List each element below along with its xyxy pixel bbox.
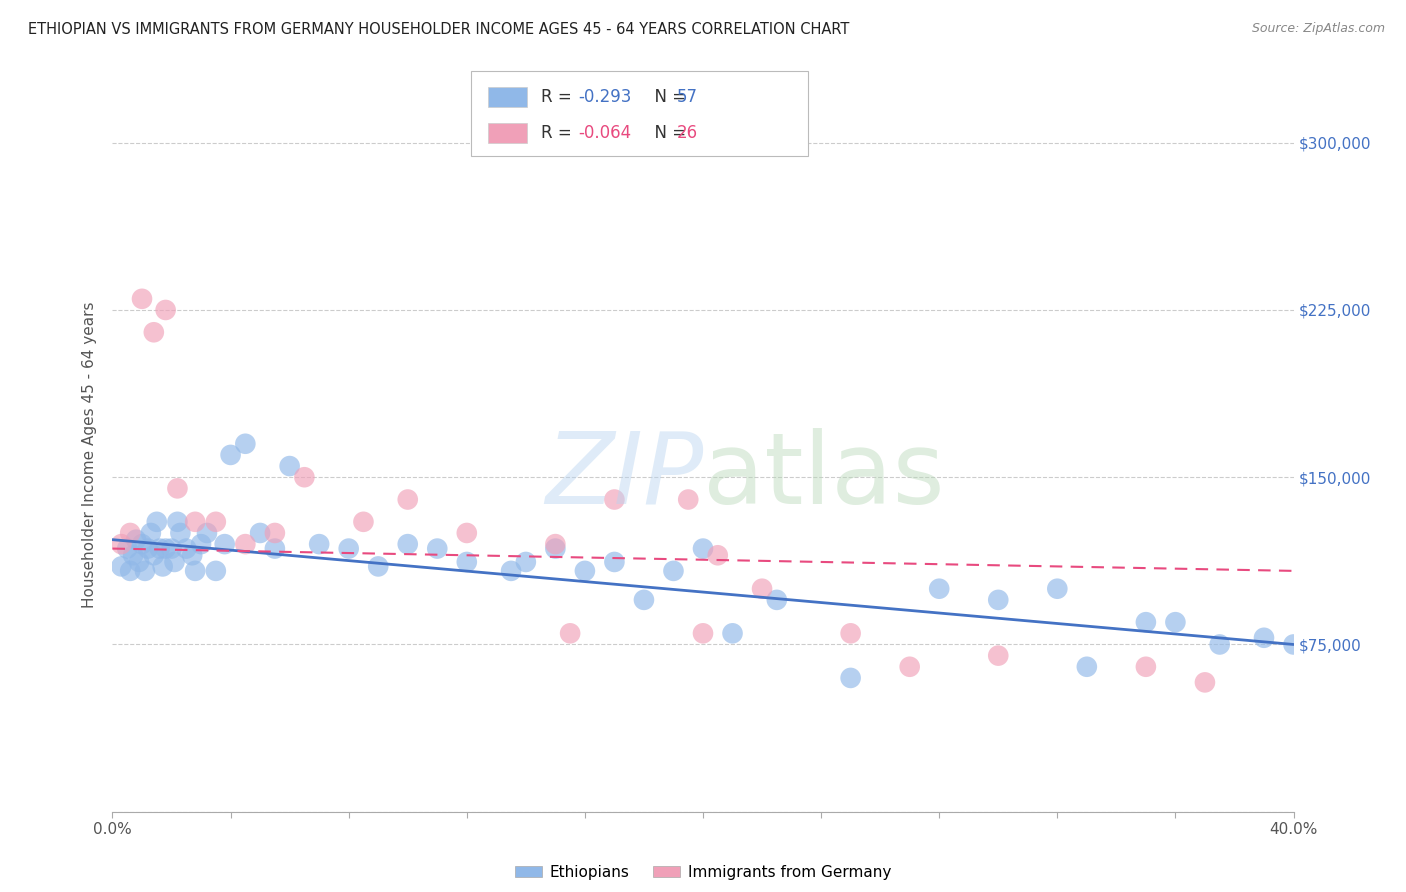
Point: [110, 537, 132, 551]
Point: [166, 482, 188, 496]
Point: [163, 555, 186, 569]
Point: [367, 559, 389, 574]
Point: [1208, 637, 1232, 651]
Point: [278, 458, 301, 473]
Point: [501, 564, 523, 578]
Point: [134, 564, 156, 578]
Point: [219, 448, 242, 462]
Point: [139, 526, 162, 541]
Point: [136, 541, 159, 556]
Point: [751, 582, 773, 596]
Point: [160, 541, 183, 556]
Point: [396, 537, 419, 551]
Text: 57: 57: [676, 88, 697, 106]
Point: [1135, 660, 1157, 674]
Point: [155, 302, 177, 317]
Point: [1253, 631, 1275, 645]
Text: -0.293: -0.293: [578, 88, 631, 106]
Point: [233, 436, 256, 450]
Point: [155, 541, 177, 556]
Point: [146, 515, 169, 529]
Point: [544, 541, 567, 556]
Point: [456, 526, 478, 541]
Point: [233, 537, 256, 551]
Point: [898, 660, 921, 674]
Point: [142, 548, 165, 563]
Point: [1076, 660, 1098, 674]
Point: [131, 537, 153, 551]
Point: [928, 582, 950, 596]
Legend: Ethiopians, Immigrants from Germany: Ethiopians, Immigrants from Germany: [509, 859, 897, 886]
Point: [839, 626, 862, 640]
Point: [122, 548, 145, 563]
Point: [456, 555, 478, 569]
Point: [205, 564, 228, 578]
Point: [152, 559, 174, 574]
Point: [125, 533, 148, 547]
Point: [515, 555, 537, 569]
Point: [174, 541, 197, 556]
Point: [766, 592, 789, 607]
Point: [117, 541, 138, 556]
Point: [692, 626, 714, 640]
Text: N =: N =: [644, 124, 692, 142]
Point: [166, 515, 188, 529]
Point: [633, 592, 655, 607]
Point: [264, 541, 287, 556]
Point: [707, 548, 730, 563]
Point: [1282, 637, 1305, 651]
Point: [308, 537, 330, 551]
Text: 26: 26: [676, 124, 697, 142]
Point: [721, 626, 744, 640]
Point: [149, 541, 172, 556]
Point: [987, 592, 1010, 607]
Point: [603, 555, 626, 569]
Point: [352, 515, 374, 529]
Point: [131, 292, 153, 306]
Point: [249, 526, 271, 541]
Point: [184, 515, 207, 529]
Point: [603, 492, 626, 507]
Point: [1046, 582, 1069, 596]
Point: [560, 626, 582, 640]
Point: [264, 526, 287, 541]
Point: [987, 648, 1010, 663]
Point: [396, 492, 419, 507]
Point: [195, 526, 218, 541]
Text: Source: ZipAtlas.com: Source: ZipAtlas.com: [1251, 22, 1385, 36]
Text: R =: R =: [541, 88, 578, 106]
Text: R =: R =: [541, 124, 578, 142]
Point: [292, 470, 315, 484]
Point: [1194, 675, 1216, 690]
Point: [184, 564, 207, 578]
Point: [169, 526, 191, 541]
Point: [1135, 615, 1157, 630]
Point: [337, 541, 360, 556]
Point: [128, 555, 150, 569]
Point: [574, 564, 596, 578]
Point: [120, 526, 142, 541]
Text: ETHIOPIAN VS IMMIGRANTS FROM GERMANY HOUSEHOLDER INCOME AGES 45 - 64 YEARS CORRE: ETHIOPIAN VS IMMIGRANTS FROM GERMANY HOU…: [28, 22, 849, 37]
Point: [142, 325, 165, 339]
Text: atlas: atlas: [703, 428, 945, 524]
Point: [120, 564, 142, 578]
Point: [214, 537, 236, 551]
Point: [692, 541, 714, 556]
Text: ZIP: ZIP: [544, 428, 703, 524]
Point: [181, 548, 204, 563]
Point: [110, 559, 132, 574]
Y-axis label: Householder Income Ages 45 - 64 years: Householder Income Ages 45 - 64 years: [82, 301, 97, 608]
Point: [544, 537, 567, 551]
Text: -0.064: -0.064: [578, 124, 631, 142]
Point: [426, 541, 449, 556]
Text: N =: N =: [644, 88, 692, 106]
Point: [678, 492, 700, 507]
Point: [205, 515, 228, 529]
Point: [662, 564, 685, 578]
Point: [1164, 615, 1187, 630]
Point: [839, 671, 862, 685]
Point: [190, 537, 212, 551]
